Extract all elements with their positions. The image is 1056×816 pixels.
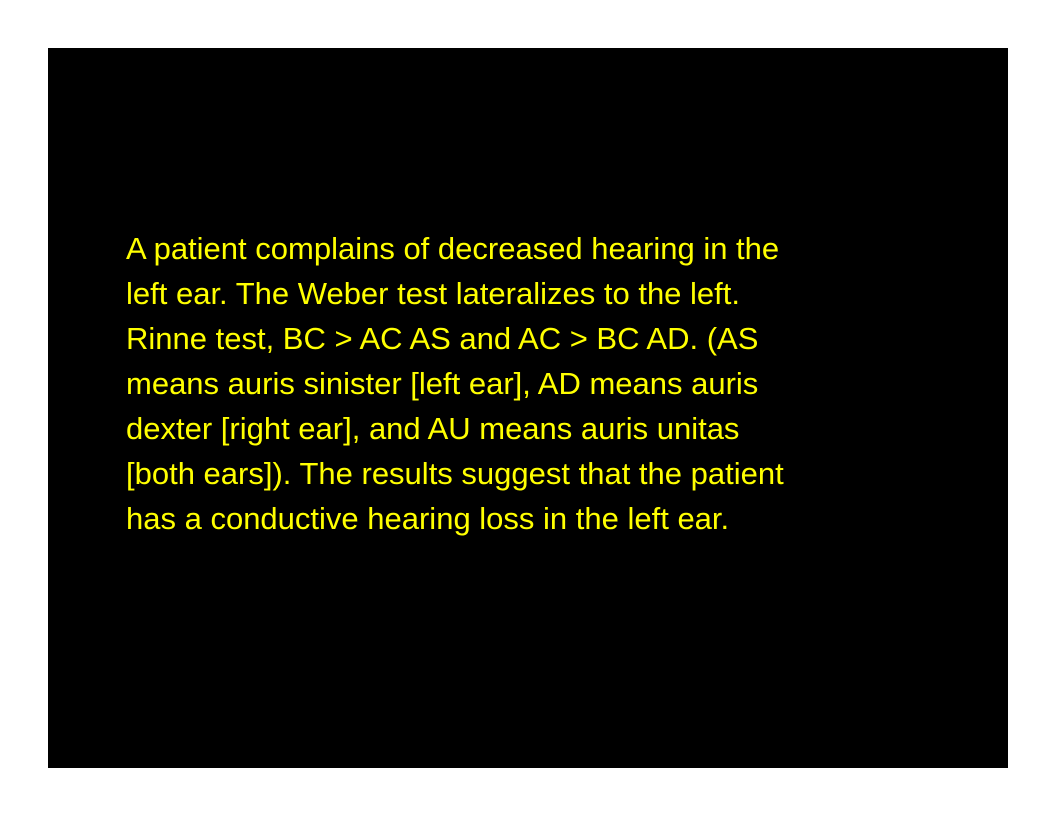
- text-line: has a conductive hearing loss in the lef…: [126, 501, 730, 536]
- slide: A patient complains of decreased hearing…: [48, 48, 1008, 768]
- text-line: A patient complains of decreased hearing…: [126, 231, 780, 266]
- text-line: dexter [right ear], and AU means auris u…: [126, 411, 740, 446]
- text-line: [both ears]). The results suggest that t…: [126, 456, 784, 491]
- text-line: left ear. The Weber test lateralizes to …: [126, 276, 741, 311]
- slide-body-text: A patient complains of decreased hearing…: [126, 226, 946, 541]
- text-line: means auris sinister [left ear], AD mean…: [126, 366, 759, 401]
- text-line: Rinne test, BC > AC AS and AC > BC AD. (…: [126, 321, 759, 356]
